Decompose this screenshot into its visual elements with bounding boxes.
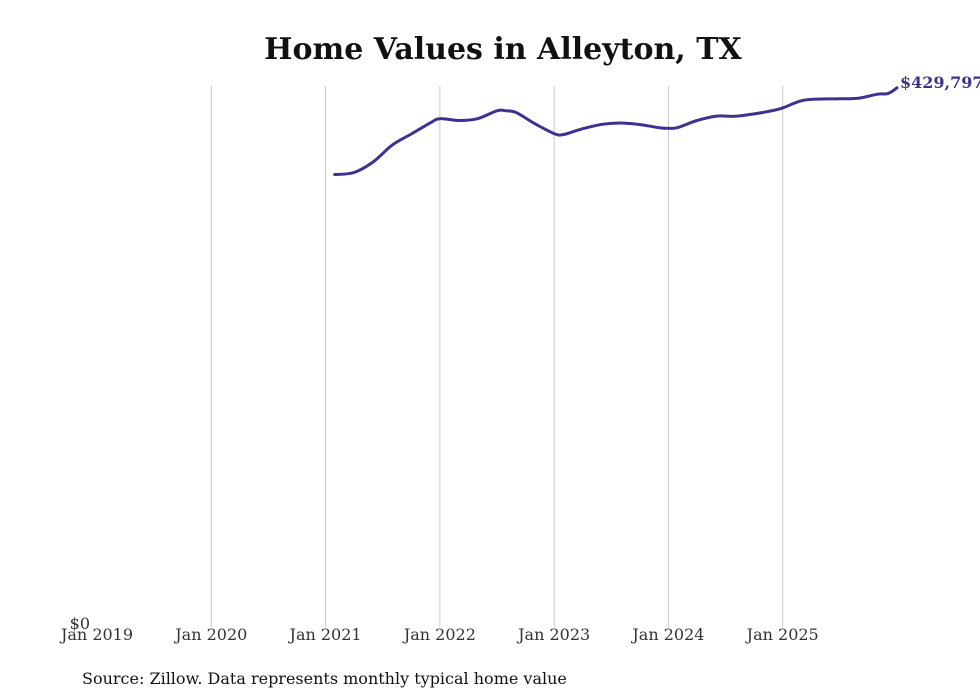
data-point (886, 92, 889, 95)
x-tick-label: Jan 2020 (173, 625, 247, 644)
data-point (353, 171, 356, 174)
data-point (581, 127, 584, 130)
data-point (676, 126, 679, 129)
data-point (458, 119, 461, 122)
x-tick-label: Jan 2019 (59, 625, 133, 644)
data-point (410, 133, 413, 136)
data-point (476, 117, 479, 120)
data-point (753, 112, 756, 115)
data-point (896, 86, 899, 89)
data-point (715, 115, 718, 118)
data-point (515, 111, 518, 114)
data-point (438, 117, 441, 120)
data-point (505, 109, 508, 112)
chart-title: Home Values in Alleyton, TX (264, 32, 742, 67)
data-point (838, 97, 841, 100)
series-layer: $429,797 (333, 73, 980, 176)
data-point (390, 144, 393, 147)
y-axis-ticks: $0 (70, 614, 90, 633)
data-point (601, 123, 604, 126)
y-tick-label: $0 (70, 614, 90, 633)
data-point (619, 122, 622, 125)
data-point (733, 115, 736, 118)
data-point (553, 132, 556, 135)
data-point (781, 106, 784, 109)
data-point (876, 93, 879, 96)
data-point (667, 127, 670, 130)
data-point (496, 109, 499, 112)
series-line-home-value (333, 86, 899, 176)
data-point (696, 119, 699, 122)
data-point (562, 133, 565, 136)
data-point (638, 123, 641, 126)
x-tick-label: Jan 2021 (288, 625, 362, 644)
data-point (372, 160, 375, 163)
data-point (801, 99, 804, 102)
source-note: Source: Zillow. Data represents monthly … (82, 669, 567, 688)
end-value-label: $429,797 (900, 73, 980, 92)
x-axis-ticks: Jan 2019 Jan 2020 Jan 2021 Jan 2022 Jan 2023… (59, 625, 819, 644)
x-tick-label: Jan 2025 (745, 625, 819, 644)
data-point (658, 126, 661, 129)
data-point (333, 173, 336, 176)
x-tick-label: Jan 2024 (630, 625, 704, 644)
data-point (772, 109, 775, 112)
data-point (429, 121, 432, 124)
data-point (533, 122, 536, 125)
data-point (819, 98, 822, 101)
data-point (858, 97, 861, 100)
gridlines (210, 86, 784, 627)
x-tick-label: Jan 2022 (402, 625, 476, 644)
x-tick-label: Jan 2023 (516, 625, 590, 644)
